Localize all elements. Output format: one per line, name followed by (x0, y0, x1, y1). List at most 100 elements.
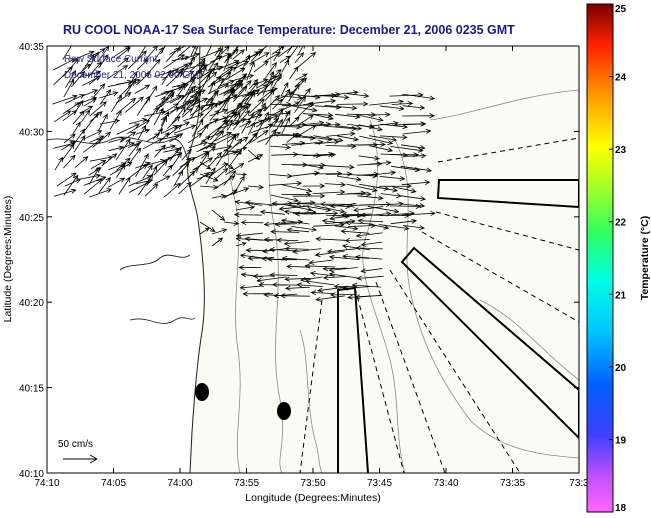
current-vector (89, 101, 107, 117)
current-vector (390, 218, 418, 225)
current-vector (227, 134, 237, 150)
current-vector (402, 113, 436, 119)
current-vector (215, 94, 238, 105)
current-vector (264, 89, 275, 102)
current-vector (237, 103, 252, 114)
current-vector (314, 250, 345, 258)
current-vector (161, 69, 172, 86)
current-vector (358, 155, 380, 161)
current-vector (314, 104, 342, 110)
current-vector (390, 146, 424, 153)
coastline (187, 46, 205, 473)
current-vector (344, 237, 370, 243)
current-vector (279, 293, 310, 299)
colorbar-tick-label: 22 (615, 218, 627, 229)
current-vector (115, 92, 132, 104)
current-vector (308, 259, 333, 265)
current-vector (273, 46, 284, 62)
current-vector (368, 135, 398, 142)
depth-contour (394, 139, 579, 459)
current-vector (184, 78, 195, 96)
current-vector (214, 131, 233, 142)
current-vector (368, 185, 399, 193)
current-vector (157, 116, 167, 136)
current-vector (61, 143, 75, 162)
current-vector (217, 71, 232, 89)
current-vector (313, 152, 337, 158)
current-vector (109, 161, 133, 176)
current-vector (136, 58, 149, 70)
current-vector (268, 180, 303, 186)
current-vector (378, 224, 410, 231)
current-vector (192, 157, 214, 171)
current-vector (401, 180, 431, 186)
current-vector (81, 130, 103, 141)
current-vector (74, 128, 86, 144)
current-vector (199, 184, 219, 190)
current-vector (402, 225, 426, 231)
current-vector (197, 151, 210, 169)
current-vector (208, 48, 223, 71)
current-vector (328, 254, 360, 260)
depth-contour (479, 299, 579, 381)
current-vector (230, 105, 246, 119)
current-vector (53, 58, 76, 71)
current-vector (315, 295, 345, 302)
current-vector (232, 118, 247, 126)
current-vector (182, 87, 194, 105)
current-vector (313, 171, 343, 177)
current-vector (137, 46, 147, 60)
current-vector (101, 153, 118, 167)
current-vector (163, 147, 181, 153)
current-vector (173, 124, 197, 134)
current-vector (223, 170, 237, 186)
current-vector (72, 110, 85, 125)
current-vector (232, 85, 248, 103)
current-vector (379, 105, 405, 111)
current-vector (346, 93, 370, 99)
current-vector (98, 176, 111, 194)
current-vector (174, 121, 191, 129)
current-vector (205, 167, 216, 185)
current-vector (166, 124, 183, 137)
current-vector (402, 128, 432, 135)
x-tick-label: 74:10 (34, 478, 59, 489)
current-vector (379, 183, 412, 189)
current-vector (400, 165, 433, 173)
current-vector (264, 94, 281, 112)
colorbar-tick-label: 25 (615, 4, 627, 15)
current-vector (273, 108, 283, 127)
current-vector (284, 276, 310, 282)
current-vector (289, 116, 300, 127)
current-vector (347, 124, 376, 130)
current-vector (390, 203, 422, 209)
current-vector (73, 50, 95, 60)
current-vector (337, 135, 359, 142)
y-tick-label: 40:15 (19, 384, 44, 395)
current-vector (291, 105, 318, 113)
current-vector (216, 119, 234, 137)
y-tick-label: 40:20 (19, 298, 44, 309)
current-vector (247, 154, 264, 163)
current-vector (232, 175, 245, 196)
current-vector (135, 153, 149, 177)
current-vector (224, 109, 236, 120)
current-vector (337, 101, 369, 107)
scale-arrow (63, 454, 98, 464)
current-vector (322, 266, 347, 272)
current-vector (358, 124, 383, 132)
current-vector (145, 85, 158, 105)
current-vector (357, 195, 384, 201)
current-vector (200, 102, 219, 122)
current-vector (207, 151, 223, 168)
current-vector (402, 105, 426, 111)
current-vector (53, 110, 72, 123)
current-vector (379, 213, 411, 219)
current-vector (179, 56, 196, 78)
current-vector (208, 120, 230, 137)
y-axis: 40:35 40:30 40:25 40:20 40:15 40:10 (19, 42, 579, 480)
colorbar-label: Temperature (°C) (639, 216, 651, 301)
marker-blob (277, 402, 291, 420)
current-vector (169, 46, 190, 55)
current-vector (261, 248, 286, 254)
